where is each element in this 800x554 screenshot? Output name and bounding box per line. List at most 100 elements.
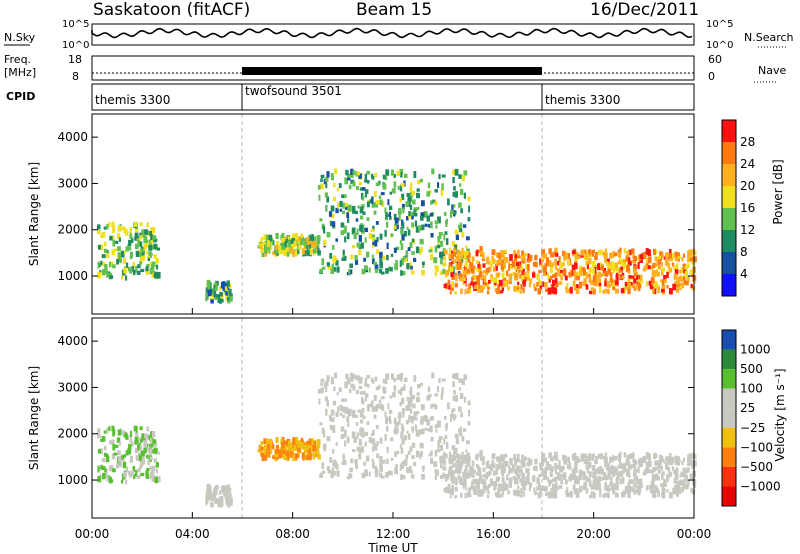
- power-echo-cell: [219, 286, 222, 291]
- power-echo-cell: [515, 261, 520, 266]
- power-echo-cell: [663, 256, 666, 260]
- velocity-echo-cell: [458, 454, 462, 460]
- velocity-echo-cell: [353, 436, 357, 444]
- velocity-echo-cell: [552, 455, 556, 460]
- velocity-echo-cell: [224, 490, 228, 495]
- velocity-echo-cell: [453, 390, 456, 395]
- power-echo-cell: [389, 216, 392, 220]
- power-echo-cell: [124, 228, 128, 235]
- velocity-echo-cell: [628, 479, 632, 483]
- power-echo-cell: [355, 186, 359, 191]
- velocity-echo-cell: [340, 426, 345, 432]
- velocity-echo-cell: [514, 460, 518, 466]
- power-echo-cell: [154, 273, 158, 279]
- velocity-echo-cell: [434, 449, 438, 457]
- velocity-echo-cell: [669, 471, 673, 477]
- velocity-echo-cell: [660, 483, 663, 487]
- velocity-echo-cell: [644, 468, 648, 474]
- velocity-echo-cell: [106, 476, 109, 482]
- power-echo-cell: [153, 243, 157, 250]
- velocity-echo-cell: [455, 478, 458, 486]
- power-echo-cell: [504, 256, 509, 263]
- velocity-echo-cell: [142, 459, 146, 465]
- power-echo-cell: [475, 275, 479, 280]
- power-echo-cell: [514, 265, 517, 270]
- velocity-echo-cell: [558, 485, 563, 489]
- power-echo-cell: [267, 240, 270, 247]
- power-echo-cell: [605, 261, 609, 267]
- velocity-echo-cell: [387, 403, 390, 410]
- power-echo-cell: [290, 248, 294, 254]
- velocity-echo-cell: [650, 481, 655, 488]
- velocity-echo-cell: [460, 392, 464, 400]
- velocity-echo-cell: [306, 455, 310, 460]
- power-echo-cell: [370, 228, 375, 232]
- power-echo-cell: [602, 289, 606, 294]
- power-echo-cell: [229, 288, 232, 296]
- power-echo-cell: [347, 173, 351, 178]
- power-echo-cell: [129, 268, 133, 274]
- velocity-echo-cell: [632, 471, 636, 478]
- power-echo-cell: [264, 251, 268, 257]
- velocity-echo-cell: [227, 489, 230, 495]
- velocity-echo-cell: [674, 484, 679, 491]
- velocity-echo-cell: [341, 398, 345, 403]
- velocity-echo-cell: [675, 467, 679, 474]
- power-echo-cell: [435, 266, 440, 272]
- power-echo-cell: [471, 270, 475, 274]
- velocity-echo-cell: [693, 460, 697, 467]
- power-echo-cell: [356, 171, 360, 176]
- velocity-echo-cell: [355, 422, 359, 426]
- velocity-echo-cell: [544, 492, 548, 496]
- power-echo-cell: [589, 276, 592, 282]
- power-echo-cell: [494, 288, 498, 293]
- power-echo-cell: [495, 272, 500, 278]
- power-echo-cell: [320, 183, 324, 190]
- power-echo-cell: [319, 268, 323, 274]
- velocity-echo-cell: [216, 498, 220, 503]
- power-echo-cell: [676, 252, 680, 256]
- velocity-echo-cell: [616, 476, 619, 482]
- power-echo-cell: [350, 254, 354, 260]
- velocity-echo-cell: [229, 500, 233, 506]
- power-echo-cell: [148, 245, 153, 251]
- velocity-echo-cell: [558, 460, 561, 468]
- power-echo-cell: [454, 282, 458, 288]
- velocity-echo-cell: [371, 461, 375, 469]
- power-echo-cell: [459, 228, 463, 233]
- velocity-echo-cell: [401, 407, 405, 414]
- power-echo-cell: [349, 263, 353, 269]
- velocity-echo-cell: [395, 450, 400, 455]
- velocity-echo-cell: [360, 446, 364, 453]
- velocity-echo-cell: [681, 485, 685, 493]
- velocity-echo-cell: [533, 487, 536, 493]
- velocity-echo-cell: [568, 476, 573, 480]
- power-echo-cell: [111, 249, 116, 256]
- velocity-echo-cell: [606, 488, 611, 492]
- velocity-echo-cell: [605, 493, 610, 498]
- power-echo-cell: [575, 288, 580, 294]
- velocity-echo-cell: [226, 501, 231, 506]
- velocity-echo-cell: [121, 455, 124, 460]
- power-echo-cell: [347, 177, 351, 181]
- power-echo-cell: [462, 267, 465, 274]
- power-echo-cell: [342, 229, 347, 234]
- power-echo-cell: [369, 199, 374, 204]
- power-echo-cell: [266, 234, 271, 242]
- power-echo-cell: [131, 237, 134, 243]
- power-echo-cell: [433, 257, 438, 264]
- velocity-echo-cell: [683, 480, 686, 485]
- power-echo-cell: [554, 272, 558, 278]
- power-echo-cell: [466, 269, 470, 273]
- power-echo-cell: [133, 221, 138, 228]
- velocity-echo-cell: [291, 441, 295, 449]
- power-echo-cell: [480, 274, 485, 281]
- power-echo-cell: [568, 274, 572, 278]
- power-echo-cell: [655, 262, 658, 267]
- velocity-echo-cell: [333, 386, 336, 392]
- power-echo-cell: [326, 171, 330, 178]
- power-echo-cell: [217, 298, 222, 303]
- velocity-echo-cell: [539, 462, 542, 470]
- velocity-echo-cell: [463, 454, 468, 459]
- velocity-echo-cell: [421, 428, 425, 435]
